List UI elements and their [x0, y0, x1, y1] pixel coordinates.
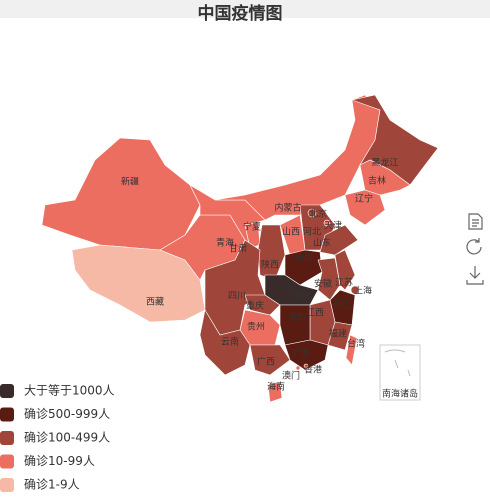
- region-label: 云南: [221, 336, 239, 348]
- region-label: 新疆: [121, 176, 139, 188]
- legend-label: 确诊10-99人: [24, 454, 95, 468]
- region-label: 贵州: [247, 321, 265, 333]
- region-label: 北京: [309, 208, 327, 220]
- region-label: 海南: [267, 381, 285, 393]
- region-label: 上海: [354, 285, 372, 297]
- south-sea-islands: [384, 349, 411, 377]
- legend-swatch: [0, 431, 14, 445]
- region-label: 内蒙古: [274, 202, 301, 214]
- region: [344, 189, 386, 226]
- region-label: 广西: [257, 356, 275, 368]
- toolbox: [466, 213, 484, 285]
- regions: [41, 94, 439, 403]
- region-label: 重庆: [246, 300, 264, 312]
- south-sea-box: [379, 344, 421, 401]
- region-label: 宁夏: [243, 221, 261, 233]
- legend-swatch: [0, 407, 14, 422]
- map-title: 中国疫情图: [198, 3, 283, 24]
- region: [199, 309, 251, 376]
- region: [327, 321, 353, 351]
- region-label: 河南: [295, 252, 313, 264]
- region-label: 黑龙江: [371, 157, 398, 169]
- region-label: 澳门: [282, 370, 300, 382]
- legend-label: 确诊500-999人: [24, 407, 110, 421]
- region-label: 湖南: [288, 312, 306, 324]
- region: [334, 249, 356, 291]
- region-label: 江苏: [335, 277, 353, 289]
- region-label: 四川: [228, 292, 246, 302]
- region-label: 广东: [293, 348, 311, 360]
- region: [267, 381, 283, 403]
- region-label: 河北: [303, 226, 321, 238]
- region-label: 甘肃: [229, 243, 247, 255]
- region-label: 湖北: [294, 291, 312, 302]
- region-label: 台湾: [347, 338, 365, 350]
- region-label: 山西: [282, 227, 300, 238]
- region: [323, 219, 331, 227]
- region: [303, 363, 309, 369]
- legend-label: 确诊100-499人: [24, 431, 110, 445]
- legend-label: 大于等于1000人: [24, 384, 115, 398]
- region-label: 天津: [324, 221, 342, 232]
- region-label: 安徽: [314, 278, 332, 290]
- region: [307, 208, 317, 218]
- region: [71, 244, 206, 323]
- region: [249, 344, 291, 376]
- region: [284, 339, 329, 371]
- region: [41, 137, 201, 251]
- region-label: 山东: [313, 237, 331, 249]
- region-label: 辽宁: [355, 193, 373, 205]
- legend-swatch: [0, 478, 14, 492]
- top-bar: [0, 0, 490, 18]
- region: [350, 285, 360, 295]
- region-label: 江西: [306, 308, 324, 319]
- region-label: 西藏: [146, 296, 164, 308]
- legend: 大于等于1000人确诊500-999人确诊100-499人确诊10-99人确诊1…: [0, 384, 115, 492]
- region-label: 香港: [304, 364, 322, 376]
- legend-swatch: [0, 384, 14, 398]
- region: [319, 224, 359, 256]
- region-label: 福建: [329, 328, 347, 340]
- save-image-button[interactable]: [466, 266, 484, 285]
- legend-label: 确诊1-9人: [24, 478, 80, 492]
- region: [244, 294, 281, 316]
- region: [257, 224, 286, 281]
- region: [295, 365, 301, 371]
- restore-button[interactable]: [466, 238, 482, 255]
- region-label: 青海: [216, 237, 234, 249]
- south-sea-label: 南海诸岛: [382, 388, 418, 400]
- region-label: 吉林: [368, 175, 386, 187]
- region-label: 陕西: [261, 259, 279, 271]
- region-label: 浙江: [332, 299, 350, 311]
- legend-swatch: [0, 454, 14, 469]
- region: [345, 334, 358, 366]
- data-view-button[interactable]: [468, 213, 483, 230]
